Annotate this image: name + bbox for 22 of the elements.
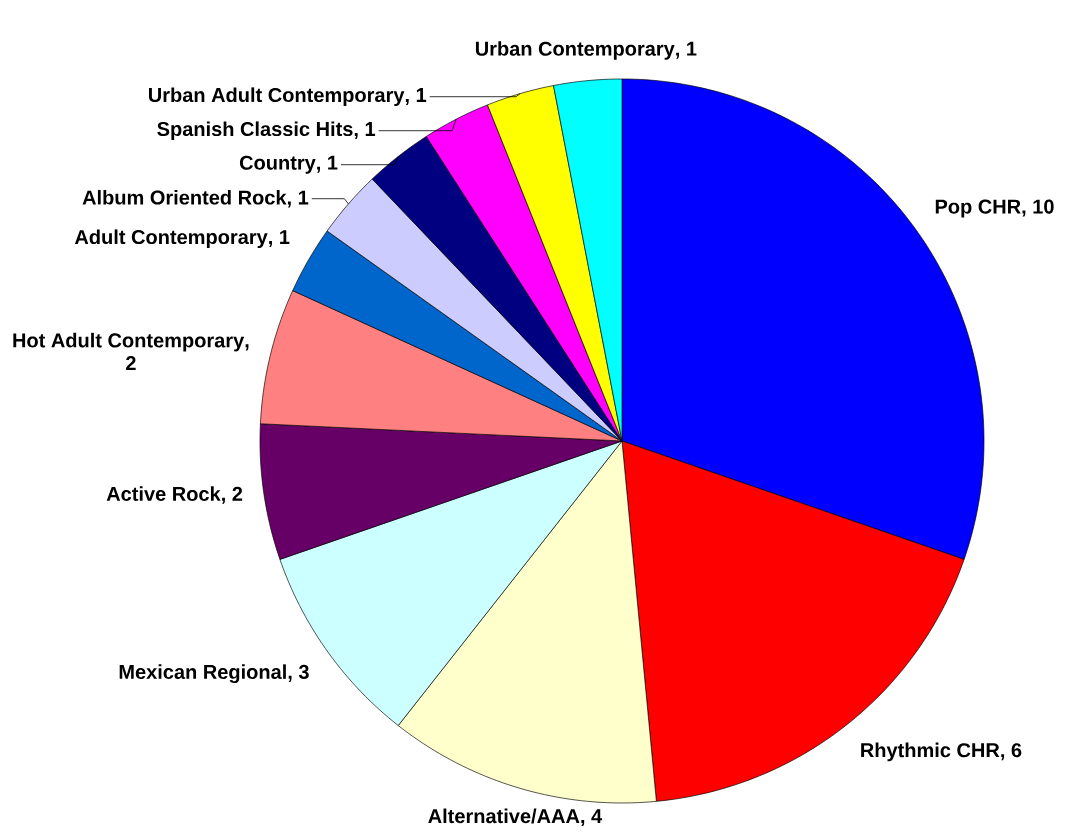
data-label: , 1 xyxy=(269,230,290,247)
slice-label: Pop CHR xyxy=(935,199,1021,218)
slice-label: Urban Adult Contemporary xyxy=(148,87,405,107)
data-label: , 1 xyxy=(317,155,338,173)
data-label: , 1 xyxy=(287,190,309,208)
data-label: , 6 xyxy=(1001,743,1022,761)
data-label: , 4 xyxy=(581,809,603,827)
slice-label: Country xyxy=(239,155,316,174)
data-label: , 2 xyxy=(222,486,243,504)
slice-label: Spanish Classic Hits xyxy=(157,121,353,141)
slice-label: Album Oriented Rock xyxy=(82,189,287,205)
slice-label: Rhythmic CHR xyxy=(861,742,1000,762)
data-label: , 3 xyxy=(288,664,309,682)
slice-label: Mexican Regional xyxy=(119,664,286,684)
slice-label: Adult Contemporary xyxy=(74,229,268,249)
data-label: , 1 xyxy=(354,122,376,139)
slice-label: Urban Contemporary xyxy=(475,41,675,60)
slice-label: Active Rock xyxy=(106,486,221,501)
slice-label: Alternative/AAA xyxy=(428,808,580,824)
data-label: , 1 xyxy=(405,88,427,105)
data-label: , 10 xyxy=(1022,199,1054,217)
data-label: , 1 xyxy=(676,41,697,59)
